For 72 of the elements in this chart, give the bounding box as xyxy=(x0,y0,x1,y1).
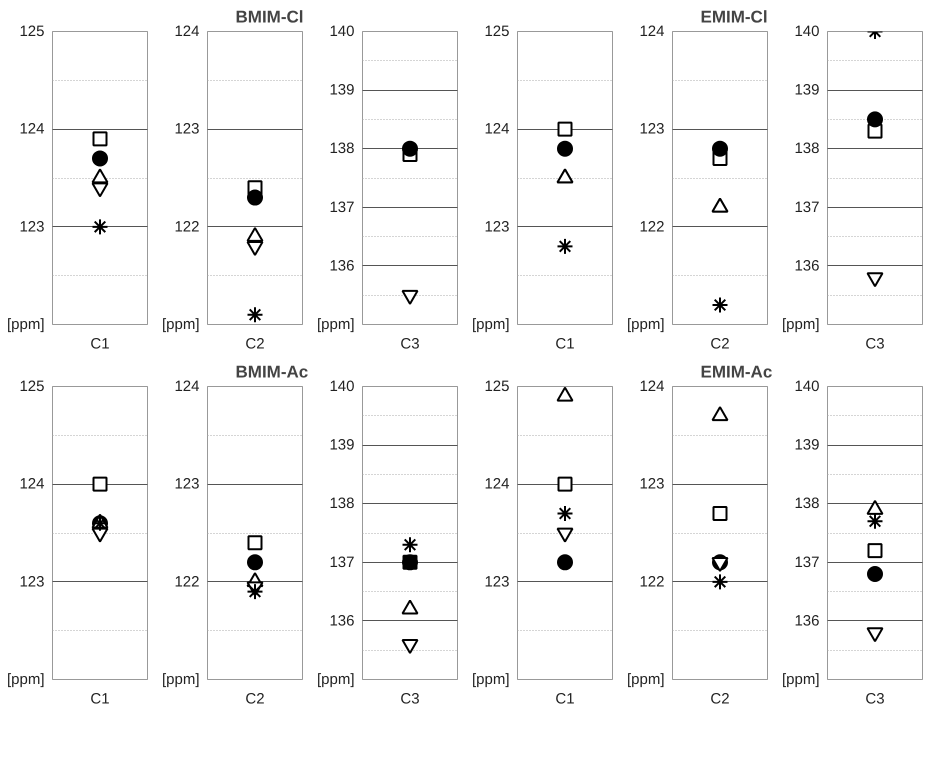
y-tick-label: 124 xyxy=(19,476,45,493)
y-tick-label: 138 xyxy=(329,495,355,512)
y-tick-label: [ppm] xyxy=(162,671,200,688)
x-tick-label: C3 xyxy=(400,336,420,352)
y-tick-label: 138 xyxy=(794,140,820,158)
y-tick-label: 123 xyxy=(174,476,200,493)
y-tick-label: 124 xyxy=(19,120,45,138)
y-tick-label: [ppm] xyxy=(316,671,354,688)
y-tick-label: 125 xyxy=(484,378,510,395)
y-tick-label: 122 xyxy=(639,218,665,236)
y-tick-label: 136 xyxy=(794,612,820,630)
y-tick-label: 140 xyxy=(794,23,820,40)
y-tick-label: 123 xyxy=(484,218,510,236)
y-tick-label: 136 xyxy=(329,612,355,630)
y-tick-label: 140 xyxy=(329,23,355,40)
y-tick-label: 124 xyxy=(484,476,510,493)
y-tick-label: 138 xyxy=(329,140,355,158)
x-tick-label: C1 xyxy=(555,336,575,352)
y-tick-label: 137 xyxy=(329,198,355,216)
y-tick-label: 123 xyxy=(174,120,200,138)
y-tick-label: 136 xyxy=(329,257,355,274)
x-tick-label: C2 xyxy=(245,690,265,708)
chart-title: BMIM-Ac xyxy=(236,362,308,382)
x-tick-label: C3 xyxy=(865,336,885,352)
chart-title: EMIM-Ac xyxy=(700,362,772,382)
x-tick-label: C1 xyxy=(90,690,110,708)
y-tick-label: 137 xyxy=(329,554,355,571)
x-tick-label: C2 xyxy=(710,690,730,708)
y-tick-label: 124 xyxy=(174,378,200,395)
y-tick-label: 140 xyxy=(794,378,820,395)
y-tick-label: 122 xyxy=(639,573,665,590)
y-tick-label: 138 xyxy=(794,495,820,512)
x-tick-label: C1 xyxy=(555,690,575,708)
y-tick-label: [ppm] xyxy=(626,671,664,688)
y-tick-label: 139 xyxy=(794,436,820,454)
x-tick-label: C3 xyxy=(400,690,420,708)
y-tick-label: 122 xyxy=(174,573,200,590)
y-tick-label: 124 xyxy=(639,378,665,395)
y-tick-label: 125 xyxy=(484,23,510,40)
chart-title: BMIM-Cl xyxy=(236,8,304,26)
y-tick-label: 124 xyxy=(174,23,200,40)
y-tick-label: 137 xyxy=(794,198,820,216)
y-tick-label: 123 xyxy=(639,120,665,138)
y-tick-label: 123 xyxy=(19,218,45,236)
y-tick-label: [ppm] xyxy=(626,316,664,333)
y-tick-label: [ppm] xyxy=(6,316,44,333)
x-tick-label: C2 xyxy=(245,336,265,352)
y-tick-label: 136 xyxy=(794,257,820,274)
chart-title: EMIM-Cl xyxy=(700,8,768,26)
y-tick-label: 140 xyxy=(329,378,355,395)
y-tick-label: [ppm] xyxy=(316,316,354,333)
y-tick-label: [ppm] xyxy=(472,671,510,688)
x-tick-label: C3 xyxy=(865,690,885,708)
y-tick-label: [ppm] xyxy=(6,671,44,688)
y-tick-label: 139 xyxy=(329,82,355,99)
y-tick-label: [ppm] xyxy=(782,316,820,333)
y-tick-label: [ppm] xyxy=(162,316,200,333)
y-tick-label: 124 xyxy=(484,120,510,138)
y-tick-label: [ppm] xyxy=(472,316,510,333)
y-tick-label: 123 xyxy=(484,573,510,590)
y-tick-label: 125 xyxy=(19,378,45,395)
y-tick-label: 125 xyxy=(19,23,45,40)
y-tick-label: 123 xyxy=(19,573,45,590)
y-tick-label: [ppm] xyxy=(782,671,820,688)
y-tick-label: 123 xyxy=(639,476,665,493)
x-tick-label: C1 xyxy=(90,336,110,352)
y-tick-label: 137 xyxy=(794,554,820,571)
x-tick-label: C2 xyxy=(710,336,730,352)
y-tick-label: 139 xyxy=(329,436,355,454)
y-tick-label: 124 xyxy=(639,23,665,40)
y-tick-label: 122 xyxy=(174,218,200,236)
y-tick-label: 139 xyxy=(794,82,820,99)
